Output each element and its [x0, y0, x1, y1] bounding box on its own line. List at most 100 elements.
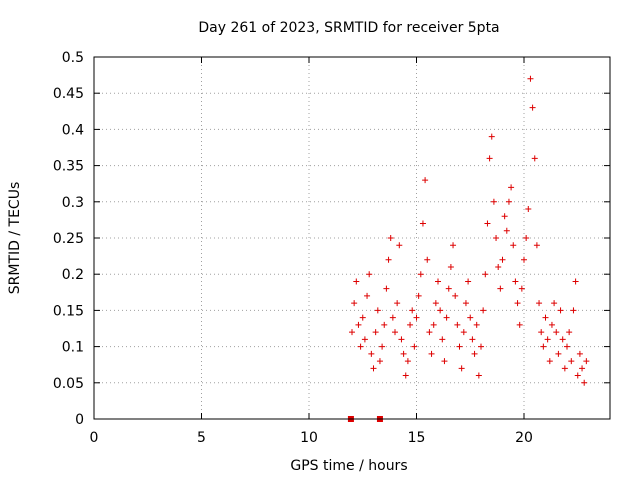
x-tick-label: 0 — [90, 430, 99, 446]
data-point — [566, 329, 573, 336]
data-point — [581, 379, 588, 386]
data-point — [529, 104, 536, 111]
x-tick-label: 15 — [408, 430, 426, 446]
data-point — [488, 133, 495, 140]
data-point — [376, 358, 383, 365]
data-point — [443, 314, 450, 321]
data-point — [398, 336, 405, 343]
data-point — [432, 300, 439, 307]
data-point — [525, 206, 532, 213]
data-point — [510, 242, 517, 249]
data-point — [544, 336, 551, 343]
grid-layer — [94, 57, 610, 419]
data-point — [437, 307, 444, 314]
data-point — [430, 321, 437, 328]
data-point — [465, 278, 472, 285]
data-point — [484, 220, 491, 227]
data-point — [540, 343, 547, 350]
data-point — [531, 155, 538, 162]
data-point — [557, 307, 564, 314]
data-point — [579, 365, 586, 372]
data-point — [359, 314, 366, 321]
data-point — [435, 278, 441, 285]
y-tick-label: 0.5 — [62, 50, 84, 66]
data-point — [387, 235, 394, 241]
data-point — [512, 278, 519, 285]
data-point — [518, 285, 525, 292]
data-point — [555, 350, 562, 357]
data-point — [422, 177, 429, 184]
data-point — [572, 278, 579, 285]
y-axis-label: SRMTID / TECUs — [7, 182, 23, 295]
data-point — [439, 336, 446, 343]
data-point — [379, 343, 386, 350]
data-point — [370, 365, 377, 372]
data-point — [355, 321, 362, 328]
data-point — [548, 321, 555, 328]
data-point — [419, 220, 426, 227]
data-point — [368, 350, 375, 357]
data-point — [493, 235, 500, 241]
data-point — [475, 372, 482, 379]
y-tick-label: 0.1 — [62, 340, 84, 356]
data-point — [426, 329, 433, 336]
data-point — [364, 292, 371, 299]
data-point — [454, 321, 461, 328]
data-point — [411, 343, 418, 350]
y-tick-label: 0.15 — [53, 303, 84, 319]
data-point — [424, 256, 431, 263]
data-point — [482, 271, 489, 278]
data-point — [428, 350, 435, 357]
x-tick-label: 10 — [300, 430, 318, 446]
data-point — [497, 285, 504, 292]
data-point — [503, 227, 510, 234]
data-point — [564, 343, 570, 350]
x-tick-label: 20 — [515, 430, 533, 446]
data-point — [480, 307, 487, 314]
plot-frame — [93, 56, 611, 420]
data-point — [561, 365, 568, 372]
data-points — [347, 75, 590, 422]
data-point — [527, 75, 534, 82]
data-point — [450, 242, 457, 249]
data-point — [351, 300, 358, 307]
data-point — [407, 321, 414, 328]
data-point — [553, 329, 560, 336]
data-point — [574, 372, 581, 379]
data-point — [361, 336, 368, 343]
data-point — [445, 285, 452, 292]
data-point — [389, 314, 396, 321]
y-tick-label: 0.35 — [53, 159, 84, 175]
data-point — [495, 263, 502, 270]
data-point — [456, 343, 463, 350]
data-point — [353, 278, 360, 285]
data-point — [542, 314, 549, 321]
data-point — [523, 235, 530, 241]
data-point — [490, 198, 497, 205]
data-point — [374, 307, 381, 314]
data-point — [441, 358, 448, 365]
data-point — [417, 271, 424, 278]
data-point — [533, 242, 540, 249]
data-point — [551, 300, 558, 307]
data-point — [469, 336, 476, 343]
x-axis-label: GPS time / hours — [290, 458, 407, 474]
data-point — [570, 307, 577, 314]
data-point — [583, 358, 590, 365]
data-point — [478, 343, 484, 350]
data-point — [471, 350, 478, 357]
data-point — [366, 271, 373, 278]
data-point — [505, 198, 512, 205]
x-tick-label: 5 — [197, 430, 206, 446]
data-point — [357, 343, 364, 350]
data-point — [383, 285, 390, 292]
data-point — [385, 256, 392, 263]
data-point — [447, 263, 454, 270]
data-point — [372, 329, 379, 336]
data-point — [392, 329, 398, 336]
data-point — [402, 372, 409, 379]
data-point — [413, 314, 420, 321]
data-point — [576, 350, 583, 357]
data-point — [409, 307, 416, 314]
data-point — [415, 292, 422, 299]
